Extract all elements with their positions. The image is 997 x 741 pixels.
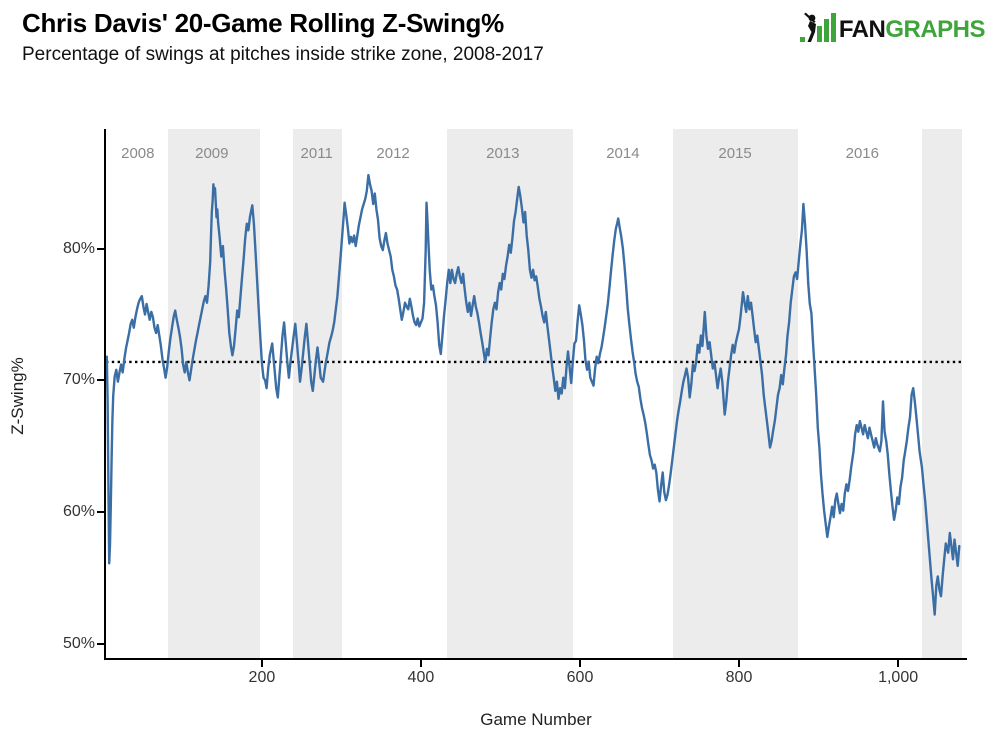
year-label-2009: 2009: [195, 145, 229, 162]
y-axis-line: [104, 129, 106, 660]
fangraphs-logo-text-graphs: GRAPHS: [885, 16, 985, 43]
x-tick-label-400: 400: [407, 669, 435, 686]
year-band-2013: [447, 129, 573, 658]
y-tick-mark-60: [97, 510, 105, 513]
x-axis-line: [104, 658, 967, 660]
y-tick-mark-80: [97, 247, 105, 250]
y-tick-mark-50: [97, 642, 105, 645]
year-label-2014: 2014: [606, 145, 640, 162]
y-tick-mark-70: [97, 379, 105, 382]
chart-subtitle: Percentage of swings at pitches inside s…: [22, 44, 544, 65]
y-tick-label-80: 80%: [62, 239, 95, 257]
x-tick-label-200: 200: [248, 669, 276, 686]
year-band-2011: [292, 129, 343, 658]
x-tick-label-600: 600: [566, 669, 594, 686]
x-axis-title: Game Number: [480, 710, 592, 729]
x-tick-mark-400: [419, 660, 422, 667]
year-band-2015: [673, 129, 798, 658]
x-tick-mark-1000: [897, 660, 900, 667]
year-label-2013: 2013: [486, 145, 520, 162]
year-label-2011: 2011: [300, 145, 333, 162]
year-band-2009: [168, 129, 260, 658]
fangraphs-logo: FAN GRAPHS: [799, 12, 985, 49]
x-tick-mark-800: [738, 660, 740, 667]
y-tick-label-50: 50%: [62, 634, 95, 652]
fangraphs-batter-icon: [799, 12, 836, 49]
page-title: Chris Davis' 20-Game Rolling Z-Swing%: [22, 8, 504, 38]
y-tick-label-70: 70%: [62, 371, 95, 389]
plot-area: 2008 2009 2011 2012 2013 2014 2015 2016: [106, 129, 966, 658]
year-label-2016: 2016: [845, 145, 879, 162]
fangraphs-logo-text-fan: FAN: [838, 16, 886, 43]
rolling-z-swing-line: [106, 173, 961, 616]
x-tick-label-1000: 1,000: [878, 669, 919, 686]
year-label-2015: 2015: [718, 145, 752, 162]
x-tick-mark-200: [260, 660, 263, 667]
y-tick-label-60: 60%: [62, 502, 95, 520]
year-band-2017: [921, 129, 963, 658]
x-tick-label-800: 800: [725, 669, 753, 686]
y-axis-title: Z-Swing%: [8, 357, 27, 435]
x-tick-mark-600: [579, 660, 581, 667]
chart-canvas: [106, 173, 963, 616]
year-label-2012: 2012: [376, 145, 410, 162]
year-label-2008: 2008: [121, 145, 155, 162]
